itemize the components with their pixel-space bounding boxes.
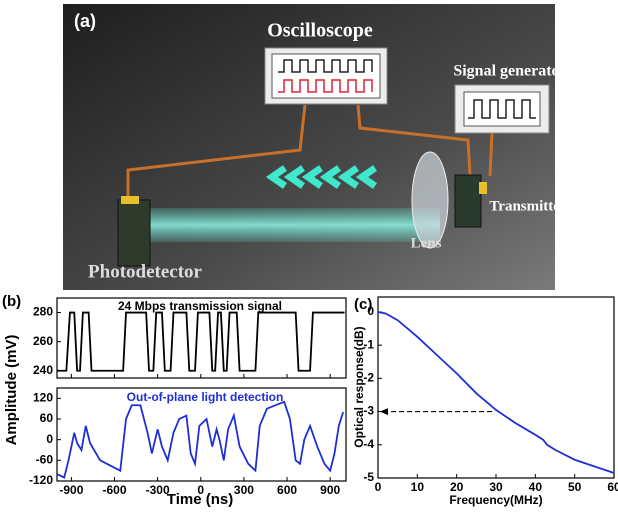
y-tick-label: -4 xyxy=(363,437,374,451)
data-line xyxy=(377,311,615,474)
x-tick-label: -900 xyxy=(59,483,83,497)
y-tick-label: 240 xyxy=(33,363,53,377)
x-tick-label: -600 xyxy=(102,483,126,497)
connector xyxy=(479,182,487,194)
arrow-head xyxy=(380,408,388,416)
label: Oscilloscope xyxy=(267,20,373,42)
screen xyxy=(271,53,381,99)
panel-label: (a) xyxy=(74,11,96,31)
data-line xyxy=(56,400,344,479)
x-tick-label: 600 xyxy=(277,483,297,497)
plot-frame xyxy=(377,296,615,479)
x-tick-label: 60 xyxy=(607,480,618,494)
x-tick-label: 900 xyxy=(320,483,340,497)
label: Transmitter xyxy=(489,198,567,214)
photodetector xyxy=(117,199,151,267)
y-tick-label: -3 xyxy=(363,404,374,418)
screen-trace xyxy=(468,99,536,119)
lens xyxy=(411,151,449,249)
y-axis-label: Optical response(dB) xyxy=(352,326,366,447)
x-tick-label: 20 xyxy=(450,480,464,494)
y-tick-label: 0 xyxy=(46,432,53,446)
transmitter xyxy=(454,174,482,228)
x-tick-label: -300 xyxy=(146,483,170,497)
screen xyxy=(463,91,541,127)
plot-frame xyxy=(56,387,347,482)
x-axis-label: Frequency(MHz) xyxy=(449,493,542,507)
x-tick-label: 50 xyxy=(568,480,582,494)
x-tick-label: 0 xyxy=(197,483,204,497)
x-tick-label: 40 xyxy=(529,480,543,494)
x-axis-label: Time (ns) xyxy=(167,491,233,508)
data-line xyxy=(57,311,345,372)
x-tick-label: 30 xyxy=(489,480,503,494)
x-tick-label: 300 xyxy=(234,483,254,497)
x-tick-label: 0 xyxy=(375,480,382,494)
label: Signal generator xyxy=(453,63,566,80)
connector xyxy=(121,196,139,204)
plot-frame xyxy=(56,297,347,379)
y-tick-label: 260 xyxy=(33,334,53,348)
annotation: 24 Mbps transmission signal xyxy=(118,299,282,313)
y-tick-label: -60 xyxy=(36,453,54,467)
y-axis-label: Amplitude (mV) xyxy=(3,335,20,446)
annotation: Out-of-plane light detection xyxy=(127,390,284,404)
y-tick-label: 0 xyxy=(367,304,374,318)
label: Photodetector xyxy=(88,261,203,282)
panel-label: (c) xyxy=(354,296,372,313)
panel-a: (a) Oscilloscope Signal generator Transm… xyxy=(63,4,567,290)
screen-trace xyxy=(278,59,373,73)
cable xyxy=(488,132,494,177)
x-tick-label: 10 xyxy=(411,480,425,494)
y-tick-label: 120 xyxy=(33,391,53,405)
y-tick-label: -5 xyxy=(363,470,374,484)
y-tick-label: -2 xyxy=(363,371,374,385)
y-tick-label: 60 xyxy=(40,411,54,425)
panel-label: (b) xyxy=(2,293,21,310)
y-tick-label: 280 xyxy=(33,305,53,319)
screen-trace xyxy=(278,79,373,93)
label: Lens xyxy=(411,235,442,251)
chevrons xyxy=(265,165,377,189)
y-tick-label: -1 xyxy=(363,337,374,351)
cable xyxy=(356,104,472,176)
cable xyxy=(126,104,307,200)
light-beam xyxy=(140,208,440,242)
y-tick-label: -120 xyxy=(29,473,53,487)
